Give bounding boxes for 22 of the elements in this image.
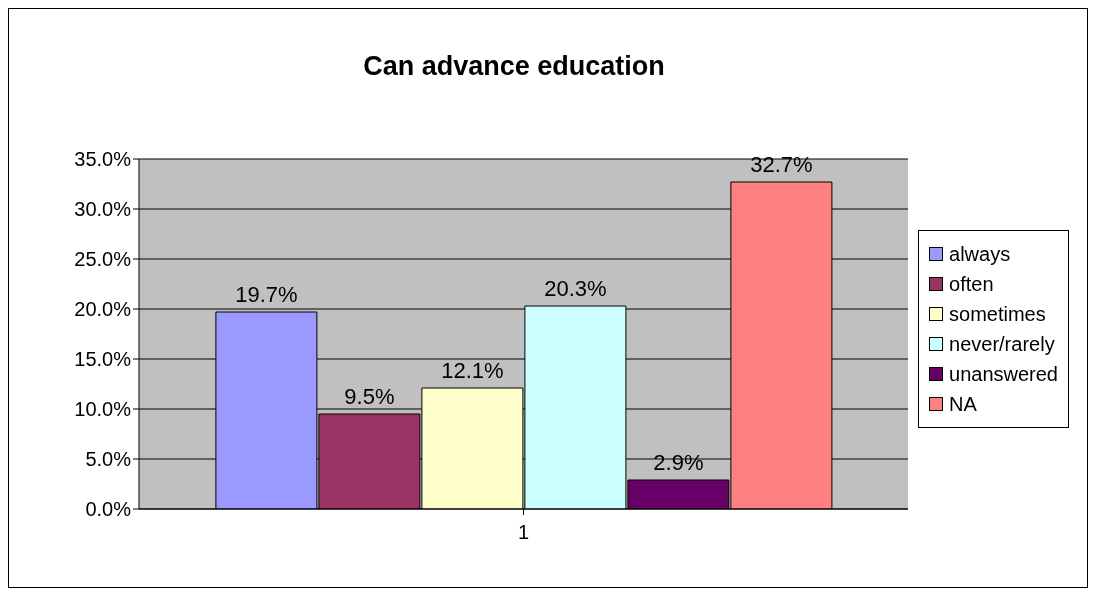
y-tick-label: 10.0% bbox=[74, 398, 132, 421]
data-label: 20.3% bbox=[544, 276, 607, 301]
y-tick-label: 15.0% bbox=[74, 348, 132, 371]
x-tick-label: 1 bbox=[517, 521, 530, 544]
legend-label: often bbox=[949, 272, 994, 297]
y-tick-label: 20.0% bbox=[74, 298, 132, 321]
legend-label: unanswered bbox=[949, 362, 1058, 387]
legend-label: never/rarely bbox=[949, 332, 1055, 357]
y-tick-label: 30.0% bbox=[74, 198, 132, 221]
legend-label: NA bbox=[949, 392, 977, 417]
data-label: 19.7% bbox=[235, 282, 298, 307]
y-tick-label: 5.0% bbox=[85, 448, 132, 471]
data-label: 12.1% bbox=[441, 358, 504, 383]
y-tick-label: 0.0% bbox=[85, 498, 132, 521]
legend-label: always bbox=[949, 242, 1011, 267]
data-label: 9.5% bbox=[344, 384, 395, 409]
chart-title: Can advance education bbox=[362, 50, 666, 81]
data-label: 2.9% bbox=[653, 450, 704, 475]
data-label: 32.7% bbox=[750, 152, 813, 177]
legend-label: sometimes bbox=[949, 302, 1046, 327]
y-tick-label: 35.0% bbox=[74, 148, 132, 171]
y-tick-label: 25.0% bbox=[74, 248, 132, 271]
